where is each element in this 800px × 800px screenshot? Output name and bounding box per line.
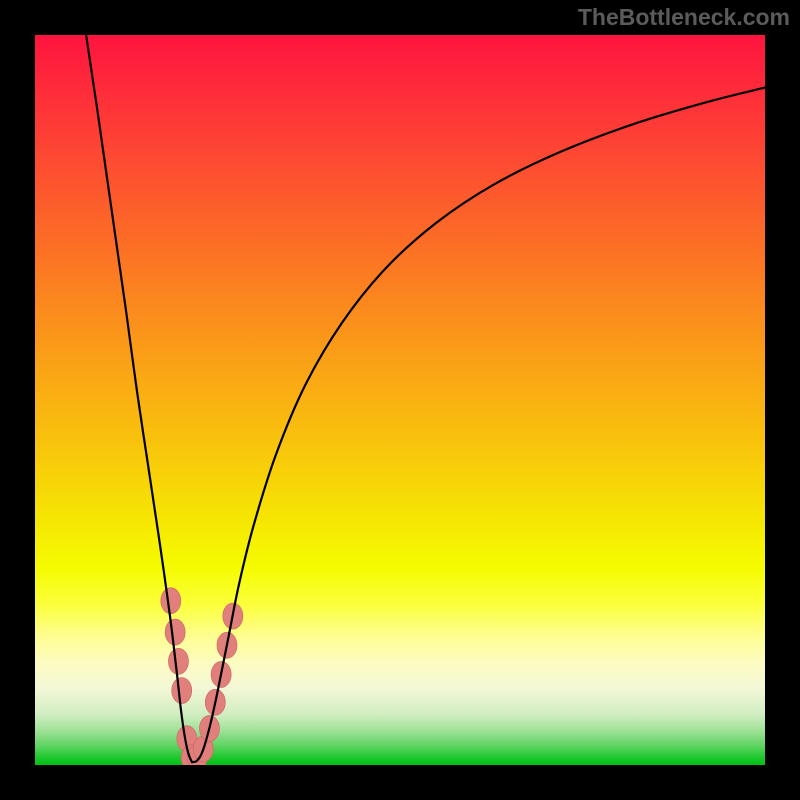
data-marker <box>165 619 185 645</box>
plot-area <box>35 35 765 765</box>
chart-background <box>35 35 765 765</box>
watermark-text: TheBottleneck.com <box>578 4 790 31</box>
data-marker <box>172 678 192 704</box>
chart-container: TheBottleneck.com <box>0 0 800 800</box>
data-marker <box>168 648 188 674</box>
data-marker <box>161 588 181 614</box>
bottleneck-curve-chart <box>35 35 765 765</box>
